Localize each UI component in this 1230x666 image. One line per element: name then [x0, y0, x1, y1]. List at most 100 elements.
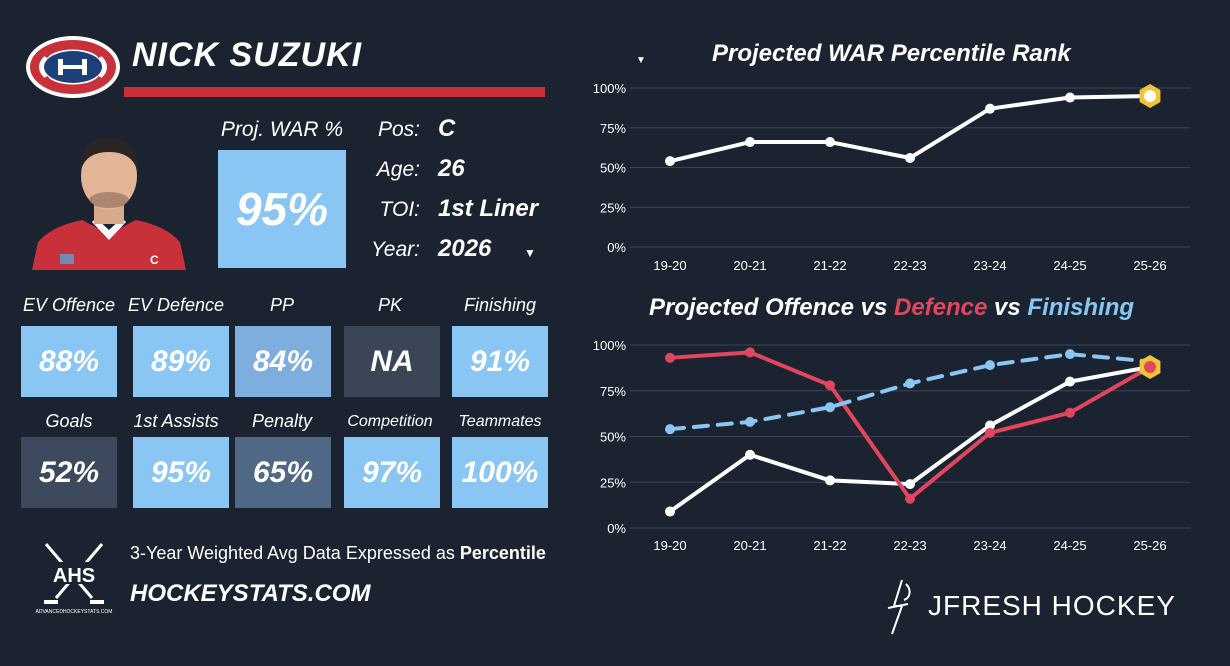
- footer-site[interactable]: HOCKEYSTATS.COM: [130, 580, 371, 607]
- year-label: Year:: [370, 238, 420, 261]
- stat-label-pp: PP: [269, 295, 294, 315]
- chart1-y-tick-label: 75%: [600, 121, 626, 136]
- stat-label-competition: Competition: [347, 413, 433, 430]
- chart1-series-line: [668, 93, 1152, 164]
- chart1-x-tick-label: 21-22: [813, 258, 846, 273]
- chart2-data-point: [985, 360, 995, 371]
- stat-label-pk: PK: [377, 295, 402, 315]
- stat-value-competition: 97%: [361, 455, 423, 489]
- stat-tile-ev-defence: 89%: [133, 326, 229, 397]
- chart2-series-line: [668, 352, 1152, 432]
- chart2-title-part-4: Finishing: [1027, 294, 1135, 321]
- chart1-data-point: [1065, 92, 1075, 103]
- stat-value-1st-assists: 95%: [150, 455, 212, 489]
- stat-value-ev-offence: 88%: [38, 344, 100, 378]
- age-value: 26: [438, 155, 465, 182]
- stat-tile-finishing: 91%: [452, 326, 548, 397]
- stat-value-teammates: 100%: [461, 455, 539, 489]
- chart2-y-tick-label: 100%: [593, 338, 627, 353]
- stat-tile-penalty: 65%: [235, 437, 331, 508]
- chart2-x-tick-label: 24-25: [1053, 538, 1086, 553]
- toi-value: 1st Liner: [438, 195, 539, 222]
- chart2-x-tick-label: 25-26: [1133, 538, 1166, 553]
- stat-value-ev-defence: 89%: [150, 344, 212, 378]
- stat-tile-goals: 52%: [21, 437, 117, 508]
- proj-war-tile: 95%: [218, 150, 346, 268]
- chart2-data-point: [825, 402, 835, 413]
- stat-value-finishing: 91%: [469, 344, 531, 378]
- chart2-data-point: [905, 378, 915, 389]
- canadiens-logo: [26, 36, 120, 98]
- chart2-x-tick-label: 19-20: [653, 538, 686, 553]
- chart2-data-point: [825, 475, 835, 486]
- chart1-data-point: [905, 152, 915, 163]
- stat-tile-pp: 84%: [235, 326, 331, 397]
- stat-value-pp: 84%: [252, 344, 314, 378]
- chart1-data-point: [745, 137, 755, 148]
- chart1-data-point: [825, 137, 835, 148]
- chart2-title: Projected Offence vs Defence vs Finishin…: [649, 294, 1134, 322]
- chart2-data-point: [1065, 407, 1075, 418]
- stat-label-finishing: Finishing: [463, 295, 537, 315]
- chart1-data-point: [665, 156, 675, 167]
- chart2-data-point: [665, 506, 675, 517]
- stat-label-ev-defence: EV Defence: [127, 295, 225, 315]
- proj-war-value: 95%: [235, 183, 329, 235]
- year-value[interactable]: 2026: [438, 235, 492, 262]
- chart2-x-tick-label: 20-21: [733, 538, 766, 553]
- chart1-x-tick-label: 24-25: [1053, 258, 1086, 273]
- chart2-data-point: [745, 347, 755, 358]
- footer-note-prefix: 3-Year Weighted Avg Data Expressed as: [130, 543, 460, 563]
- chart2-x-tick-label: 23-24: [973, 538, 1006, 553]
- chart2-data-point: [825, 380, 835, 391]
- chart2-data-point: [665, 424, 675, 435]
- stat-tile-teammates: 100%: [452, 437, 548, 508]
- chart2-y-tick-label: 50%: [600, 430, 626, 445]
- chart1-x-tick-label: 22-23: [893, 258, 926, 273]
- chart2-data-point: [1065, 376, 1075, 387]
- chart2-data-point: [665, 352, 675, 363]
- pos-value: C: [438, 115, 456, 142]
- stat-tile-pk: NA: [344, 326, 440, 397]
- name-underline: [124, 87, 545, 97]
- chart2-series-line: [668, 364, 1152, 514]
- stat-label-goals: Goals: [45, 411, 93, 431]
- chart1-x-tick-label: 20-21: [733, 258, 766, 273]
- chart1-x-tick-label: 25-26: [1133, 258, 1166, 273]
- chart2-data-point: [985, 420, 995, 431]
- chart2-highlight-dot: [1144, 360, 1156, 373]
- war-percentile-chart: 0% 25% 50% 75% 100% 19-20 20-21 21-22 22-23 23-24…: [593, 81, 1190, 273]
- chart1-y-tick-label: 0%: [607, 240, 626, 255]
- chart2-data-point: [1065, 349, 1075, 360]
- stat-value-goals: 52%: [38, 455, 100, 489]
- chart2-title-part-0: Projected Offence: [649, 294, 854, 321]
- year-dropdown-caret-icon[interactable]: ▼: [524, 246, 536, 260]
- chart2-title-part-2: Defence: [894, 294, 988, 321]
- proj-war-label: Proj. WAR %: [220, 118, 344, 141]
- stat-value-pk: NA: [370, 344, 414, 378]
- chart2-y-tick-label: 25%: [600, 475, 626, 490]
- chart1-x-tick-label: 23-24: [973, 258, 1006, 273]
- chart2-data-point: [905, 479, 915, 490]
- ahs-logo-small-text: ADVANCEDHOCKEYSTATS.COM: [36, 609, 113, 615]
- chart1-y-tick-label: 50%: [600, 161, 626, 176]
- chart1-highlight-dot: [1144, 89, 1156, 102]
- stat-tile-ev-offence: 88%: [21, 326, 117, 397]
- chart1-caret-icon[interactable]: ▼: [636, 55, 646, 66]
- ahs-logo: AHS ADVANCEDHOCKEYSTATS.COM: [36, 543, 113, 615]
- stat-label-ev-offence: EV Offence: [22, 295, 116, 315]
- stat-value-penalty: 65%: [252, 455, 314, 489]
- pos-label: Pos:: [377, 118, 420, 141]
- chart1-x-tick-label: 19-20: [653, 258, 686, 273]
- footer-note-bold: Percentile: [459, 543, 546, 563]
- stat-tile-1st-assists: 95%: [133, 437, 229, 508]
- chart2-series-line: [668, 350, 1152, 501]
- jfresh-hockey-text: JFRESH HOCKEY: [928, 590, 1176, 621]
- chart1-title: Projected WAR Percentile Rank: [712, 40, 1071, 67]
- chart2-x-tick-label: 22-23: [893, 538, 926, 553]
- toi-label: TOI:: [379, 198, 420, 221]
- ahs-logo-text: AHS: [53, 565, 95, 587]
- chart2-data-point: [745, 449, 755, 460]
- stat-label-teammates: Teammates: [458, 413, 542, 430]
- chart1-y-tick-label: 100%: [593, 81, 627, 96]
